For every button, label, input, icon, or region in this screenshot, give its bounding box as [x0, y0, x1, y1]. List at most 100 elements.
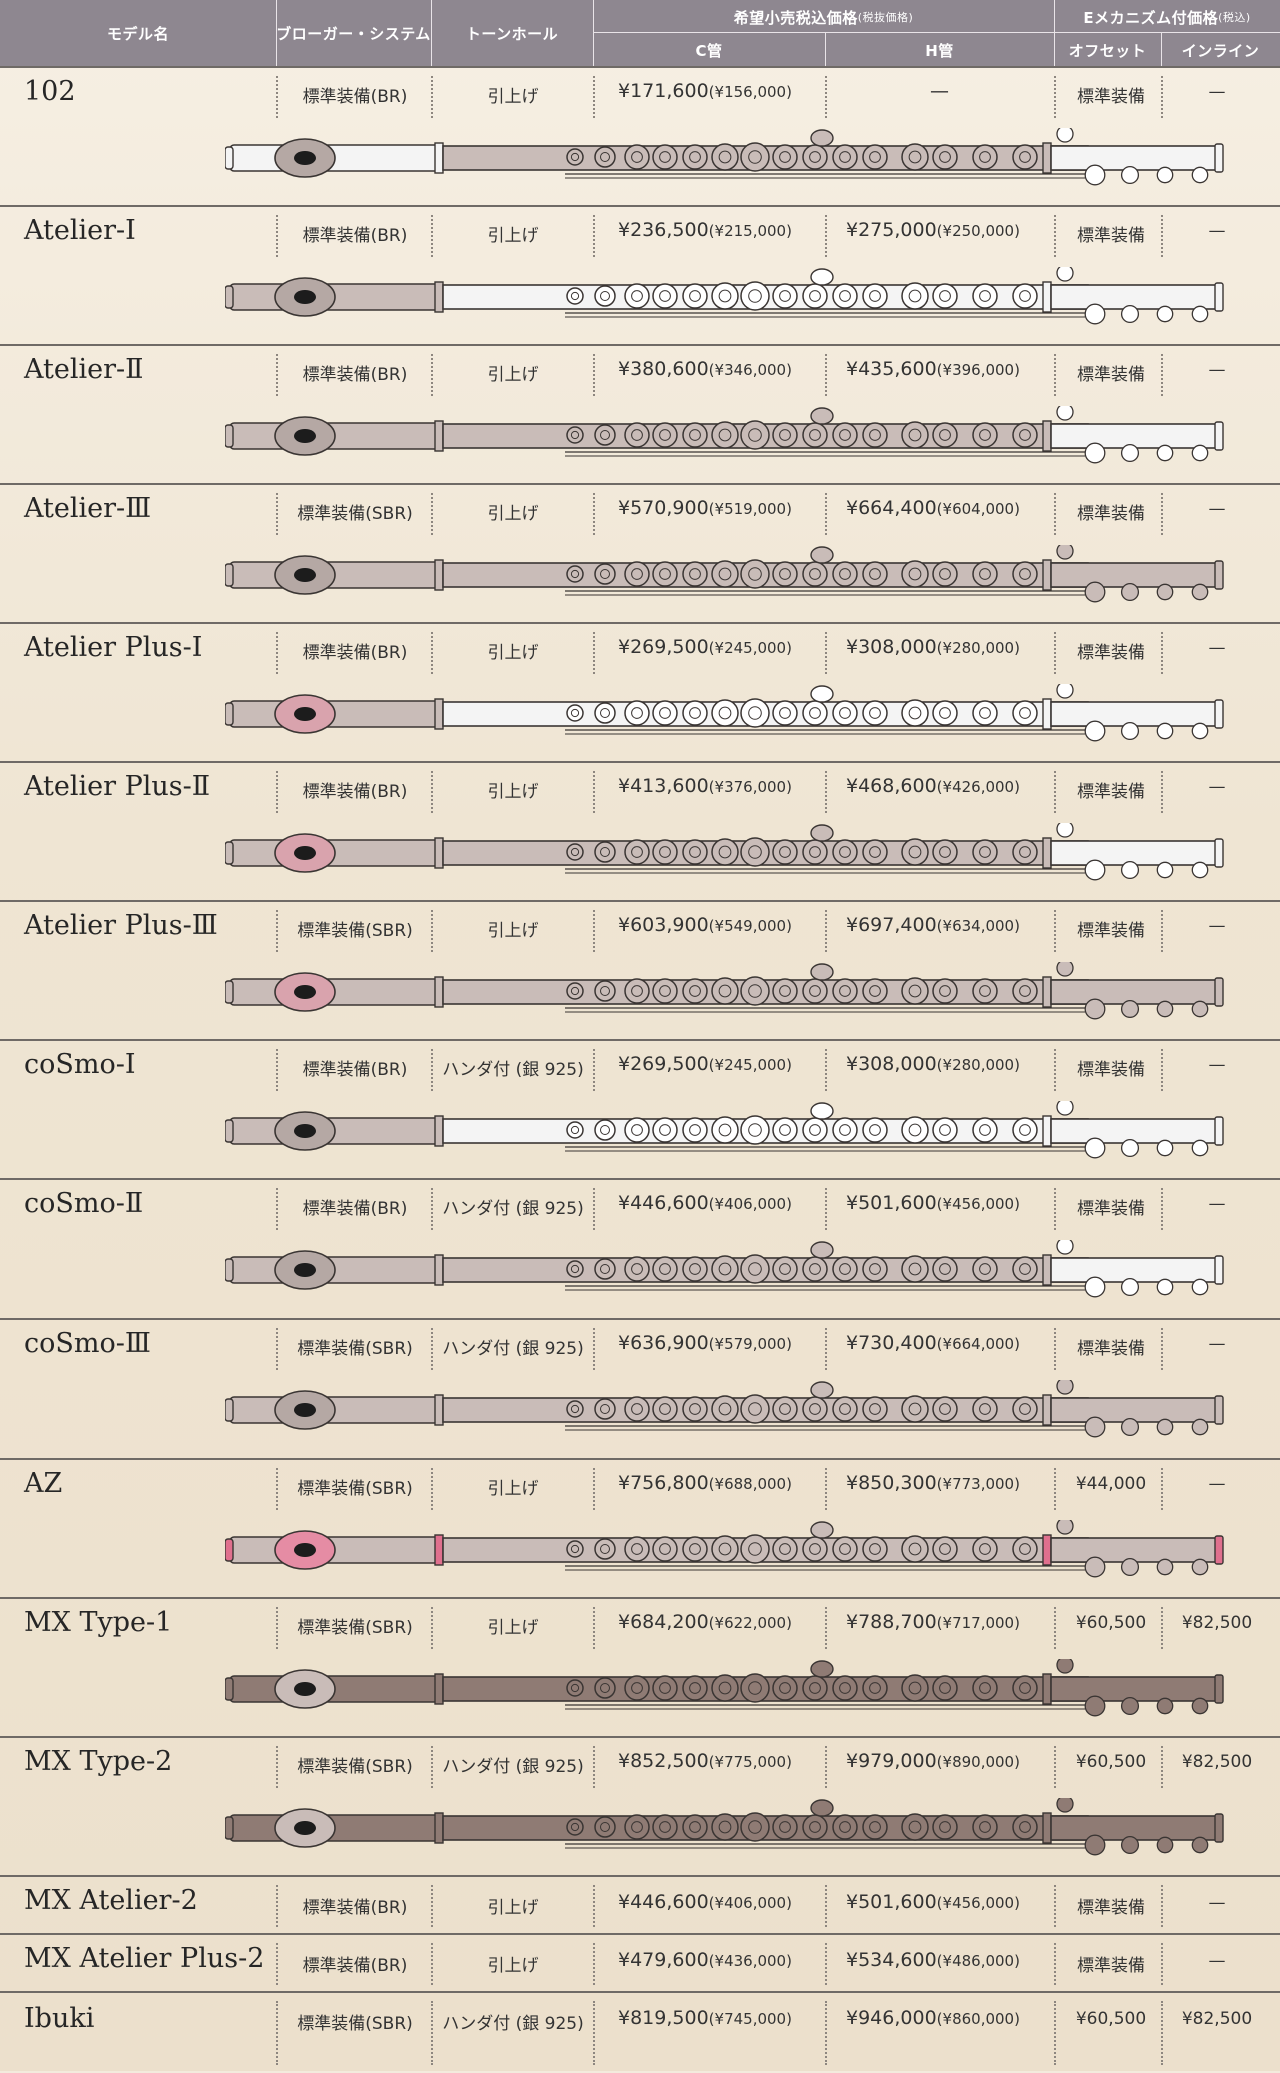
- table-row: Atelier Plus-I 標準装備(BR) 引上げ ¥269,500(¥245,0…: [0, 622, 1280, 763]
- column-divider: [825, 1049, 827, 1091]
- column-divider: [825, 1328, 827, 1370]
- column-divider: [431, 1328, 433, 1370]
- inline-price: —: [1208, 916, 1226, 936]
- column-divider: [1054, 1607, 1056, 1649]
- tonehole-cell: 引上げ: [487, 365, 539, 385]
- column-divider: [593, 1049, 595, 1091]
- tonehole-cell: ハンダ付 (銀 925): [442, 2014, 584, 2034]
- h-foot-price-excl-tax: (¥426,000): [936, 778, 1020, 796]
- table-row: coSmo-Ⅲ 標準装備(SBR) ハンダ付 (銀 925) ¥636,900(¥57…: [0, 1318, 1280, 1460]
- flute-drawing: [225, 545, 1224, 603]
- h-foot-price-excl-tax: (¥250,000): [936, 222, 1020, 240]
- tonehole-cell: 引上げ: [487, 1956, 539, 1976]
- column-divider: [1054, 910, 1056, 952]
- flute-drawing: [225, 1380, 1224, 1438]
- column-divider: [1054, 1468, 1056, 1510]
- column-divider: [593, 632, 595, 674]
- flute-illustration: [225, 684, 1225, 744]
- flute-drawing: [225, 1520, 1224, 1578]
- h-foot-price: ¥501,600(¥456,000): [846, 1192, 1020, 1214]
- column-divider: [1054, 215, 1056, 257]
- c-foot-price-excl-tax: (¥775,000): [708, 1753, 792, 1771]
- inline-price: —: [1208, 638, 1226, 658]
- h-foot-price: ¥730,400(¥664,000): [846, 1332, 1020, 1354]
- offset-price: 標準装備: [1077, 87, 1145, 107]
- column-divider: [276, 910, 278, 952]
- column-divider: [276, 1188, 278, 1230]
- column-divider: [1161, 215, 1163, 257]
- c-foot-price-incl-tax: ¥171,600: [618, 80, 709, 102]
- column-divider: [1161, 493, 1163, 535]
- column-divider: [431, 493, 433, 535]
- c-foot-price: ¥684,200(¥622,000): [618, 1611, 792, 1633]
- brogger-system-cell: 標準装備(SBR): [297, 1618, 413, 1638]
- c-foot-price-incl-tax: ¥446,600: [618, 1891, 709, 1913]
- column-divider: [825, 1607, 827, 1649]
- table-row: Atelier-Ⅲ 標準装備(SBR) 引上げ ¥570,900(¥519,000) ¥…: [0, 483, 1280, 624]
- model-name: MX Atelier-2: [24, 1885, 198, 1916]
- offset-price: 標準装備: [1077, 1339, 1145, 1359]
- flute-illustration: [225, 1101, 1225, 1161]
- flute-illustration: [225, 962, 1225, 1022]
- brogger-system-cell: 標準装備(SBR): [297, 2014, 413, 2034]
- column-divider: [276, 1049, 278, 1091]
- tonehole-cell: ハンダ付 (銀 925): [442, 1060, 584, 1080]
- header-emech-group: Eメカニズム付価格 (税込): [1083, 8, 1251, 27]
- flute-drawing: [225, 406, 1224, 464]
- table-row: MX Type-2 標準装備(SBR) ハンダ付 (銀 925) ¥852,500(¥…: [0, 1736, 1280, 1877]
- column-divider: [593, 1943, 595, 1985]
- column-divider: [276, 354, 278, 396]
- inline-price: —: [1208, 1334, 1226, 1354]
- h-foot-price-excl-tax: (¥664,000): [936, 1335, 1020, 1353]
- c-foot-price-excl-tax: (¥519,000): [708, 500, 792, 518]
- model-name: MX Type-1: [24, 1607, 173, 1638]
- column-divider: [431, 215, 433, 257]
- c-foot-price: ¥756,800(¥688,000): [618, 1472, 792, 1494]
- c-foot-price-incl-tax: ¥852,500: [618, 1750, 709, 1772]
- h-foot-price: ¥979,000(¥890,000): [846, 1750, 1020, 1772]
- h-foot-price: ¥501,600(¥456,000): [846, 1891, 1020, 1913]
- table-row: Atelier Plus-Ⅲ 標準装備(SBR) 引上げ ¥603,900(¥549,…: [0, 900, 1280, 1041]
- header-model: モデル名: [106, 24, 169, 43]
- brogger-system-cell: 標準装備(BR): [302, 1060, 408, 1080]
- model-name: MX Atelier Plus-2: [24, 1943, 265, 1974]
- c-foot-price-incl-tax: ¥236,500: [618, 219, 709, 241]
- c-foot-price-incl-tax: ¥269,500: [618, 636, 709, 658]
- flute-illustration: [225, 406, 1225, 466]
- c-foot-price-incl-tax: ¥819,500: [618, 2007, 709, 2029]
- column-divider: [276, 1328, 278, 1370]
- brogger-system-cell: 標準装備(BR): [302, 1199, 408, 1219]
- column-divider: [1161, 1468, 1163, 1510]
- inline-price: —: [1208, 1055, 1226, 1075]
- model-name: Atelier Plus-Ⅱ: [24, 771, 211, 802]
- column-divider: [431, 1885, 433, 1927]
- flute-illustration: [225, 1380, 1225, 1440]
- column-divider: [825, 910, 827, 952]
- c-foot-price-incl-tax: ¥684,200: [618, 1611, 709, 1633]
- column-divider: [825, 1746, 827, 1788]
- column-divider: [825, 215, 827, 257]
- offset-price: 標準装備: [1077, 365, 1145, 385]
- table-row: AZ 標準装備(SBR) 引上げ ¥756,800(¥688,000) ¥850,300…: [0, 1458, 1280, 1599]
- model-name: coSmo-I: [24, 1049, 136, 1080]
- h-foot-price: ¥850,300(¥773,000): [846, 1472, 1020, 1494]
- c-foot-price-excl-tax: (¥346,000): [708, 361, 792, 379]
- h-foot-price: ¥308,000(¥280,000): [846, 1053, 1020, 1075]
- table-row: Atelier-I 標準装備(BR) 引上げ ¥236,500(¥215,000) ¥2…: [0, 205, 1280, 346]
- column-divider: [1161, 1746, 1163, 1788]
- brogger-system-cell: 標準装備(SBR): [297, 504, 413, 524]
- flute-illustration: [225, 1240, 1225, 1300]
- c-foot-price-excl-tax: (¥245,000): [708, 639, 792, 657]
- header-inline: インライン: [1181, 41, 1260, 60]
- header-price-group: 希望小売税込価格 (税抜価格): [733, 8, 914, 27]
- c-foot-price-excl-tax: (¥549,000): [708, 917, 792, 935]
- column-divider: [1054, 76, 1056, 118]
- h-foot-price: ¥534,600(¥486,000): [846, 1949, 1020, 1971]
- column-divider: [276, 2001, 278, 2065]
- column-divider: [431, 1943, 433, 1985]
- h-foot-price-incl-tax: —: [930, 80, 949, 102]
- brogger-system-cell: 標準装備(BR): [302, 226, 408, 246]
- c-foot-price: ¥269,500(¥245,000): [618, 1053, 792, 1075]
- c-foot-price-incl-tax: ¥479,600: [618, 1949, 709, 1971]
